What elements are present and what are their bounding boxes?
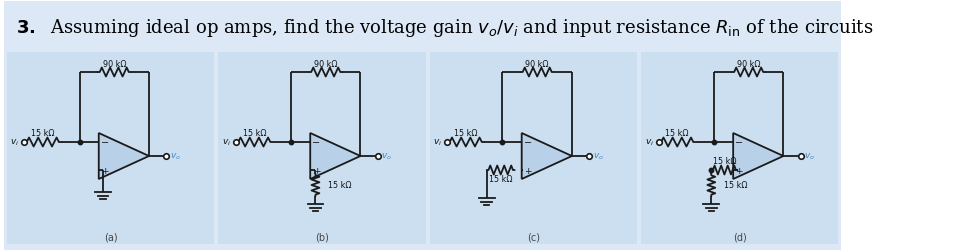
Bar: [430, 53, 637, 244]
Text: 90 kΩ: 90 kΩ: [525, 59, 549, 68]
Text: 15 kΩ: 15 kΩ: [454, 129, 478, 138]
Text: $v_o$: $v_o$: [805, 151, 815, 162]
Polygon shape: [521, 134, 571, 179]
Text: 15 kΩ: 15 kΩ: [243, 129, 266, 138]
Text: $\mathbf{3.}$  Assuming ideal op amps, find the voltage gain $v_o/v_i$ and input: $\mathbf{3.}$ Assuming ideal op amps, fi…: [15, 17, 873, 39]
Text: $v_i$: $v_i$: [221, 137, 231, 148]
Text: 90 kΩ: 90 kΩ: [103, 59, 126, 68]
Text: +: +: [524, 166, 532, 175]
Text: +: +: [736, 166, 743, 175]
Text: $v_o$: $v_o$: [170, 151, 181, 162]
Text: 15 kΩ: 15 kΩ: [489, 175, 513, 184]
Text: −: −: [101, 137, 109, 147]
Text: (a): (a): [103, 232, 117, 242]
Bar: [219, 53, 425, 244]
Polygon shape: [99, 134, 149, 179]
Text: 90 kΩ: 90 kΩ: [737, 59, 760, 68]
Text: 15 kΩ: 15 kΩ: [665, 129, 689, 138]
Text: 15 kΩ: 15 kΩ: [723, 180, 747, 189]
Bar: [7, 53, 214, 244]
Text: 15 kΩ: 15 kΩ: [713, 157, 736, 166]
Text: 15 kΩ: 15 kΩ: [328, 180, 351, 189]
Text: $v_o$: $v_o$: [593, 151, 603, 162]
Text: $v_i$: $v_i$: [11, 137, 19, 148]
Text: −: −: [524, 137, 532, 147]
Text: +: +: [102, 166, 108, 175]
Text: $v_o$: $v_o$: [381, 151, 393, 162]
Text: −: −: [735, 137, 744, 147]
Polygon shape: [310, 134, 361, 179]
Text: (d): (d): [733, 232, 747, 242]
Text: (b): (b): [315, 232, 329, 242]
Text: $v_i$: $v_i$: [433, 137, 442, 148]
Polygon shape: [733, 134, 783, 179]
Bar: [641, 53, 838, 244]
Text: +: +: [312, 166, 320, 175]
Text: 15 kΩ: 15 kΩ: [31, 129, 54, 138]
Text: (c): (c): [527, 232, 540, 242]
Text: 90 kΩ: 90 kΩ: [314, 59, 337, 68]
Text: $v_i$: $v_i$: [645, 137, 654, 148]
Text: −: −: [312, 137, 320, 147]
